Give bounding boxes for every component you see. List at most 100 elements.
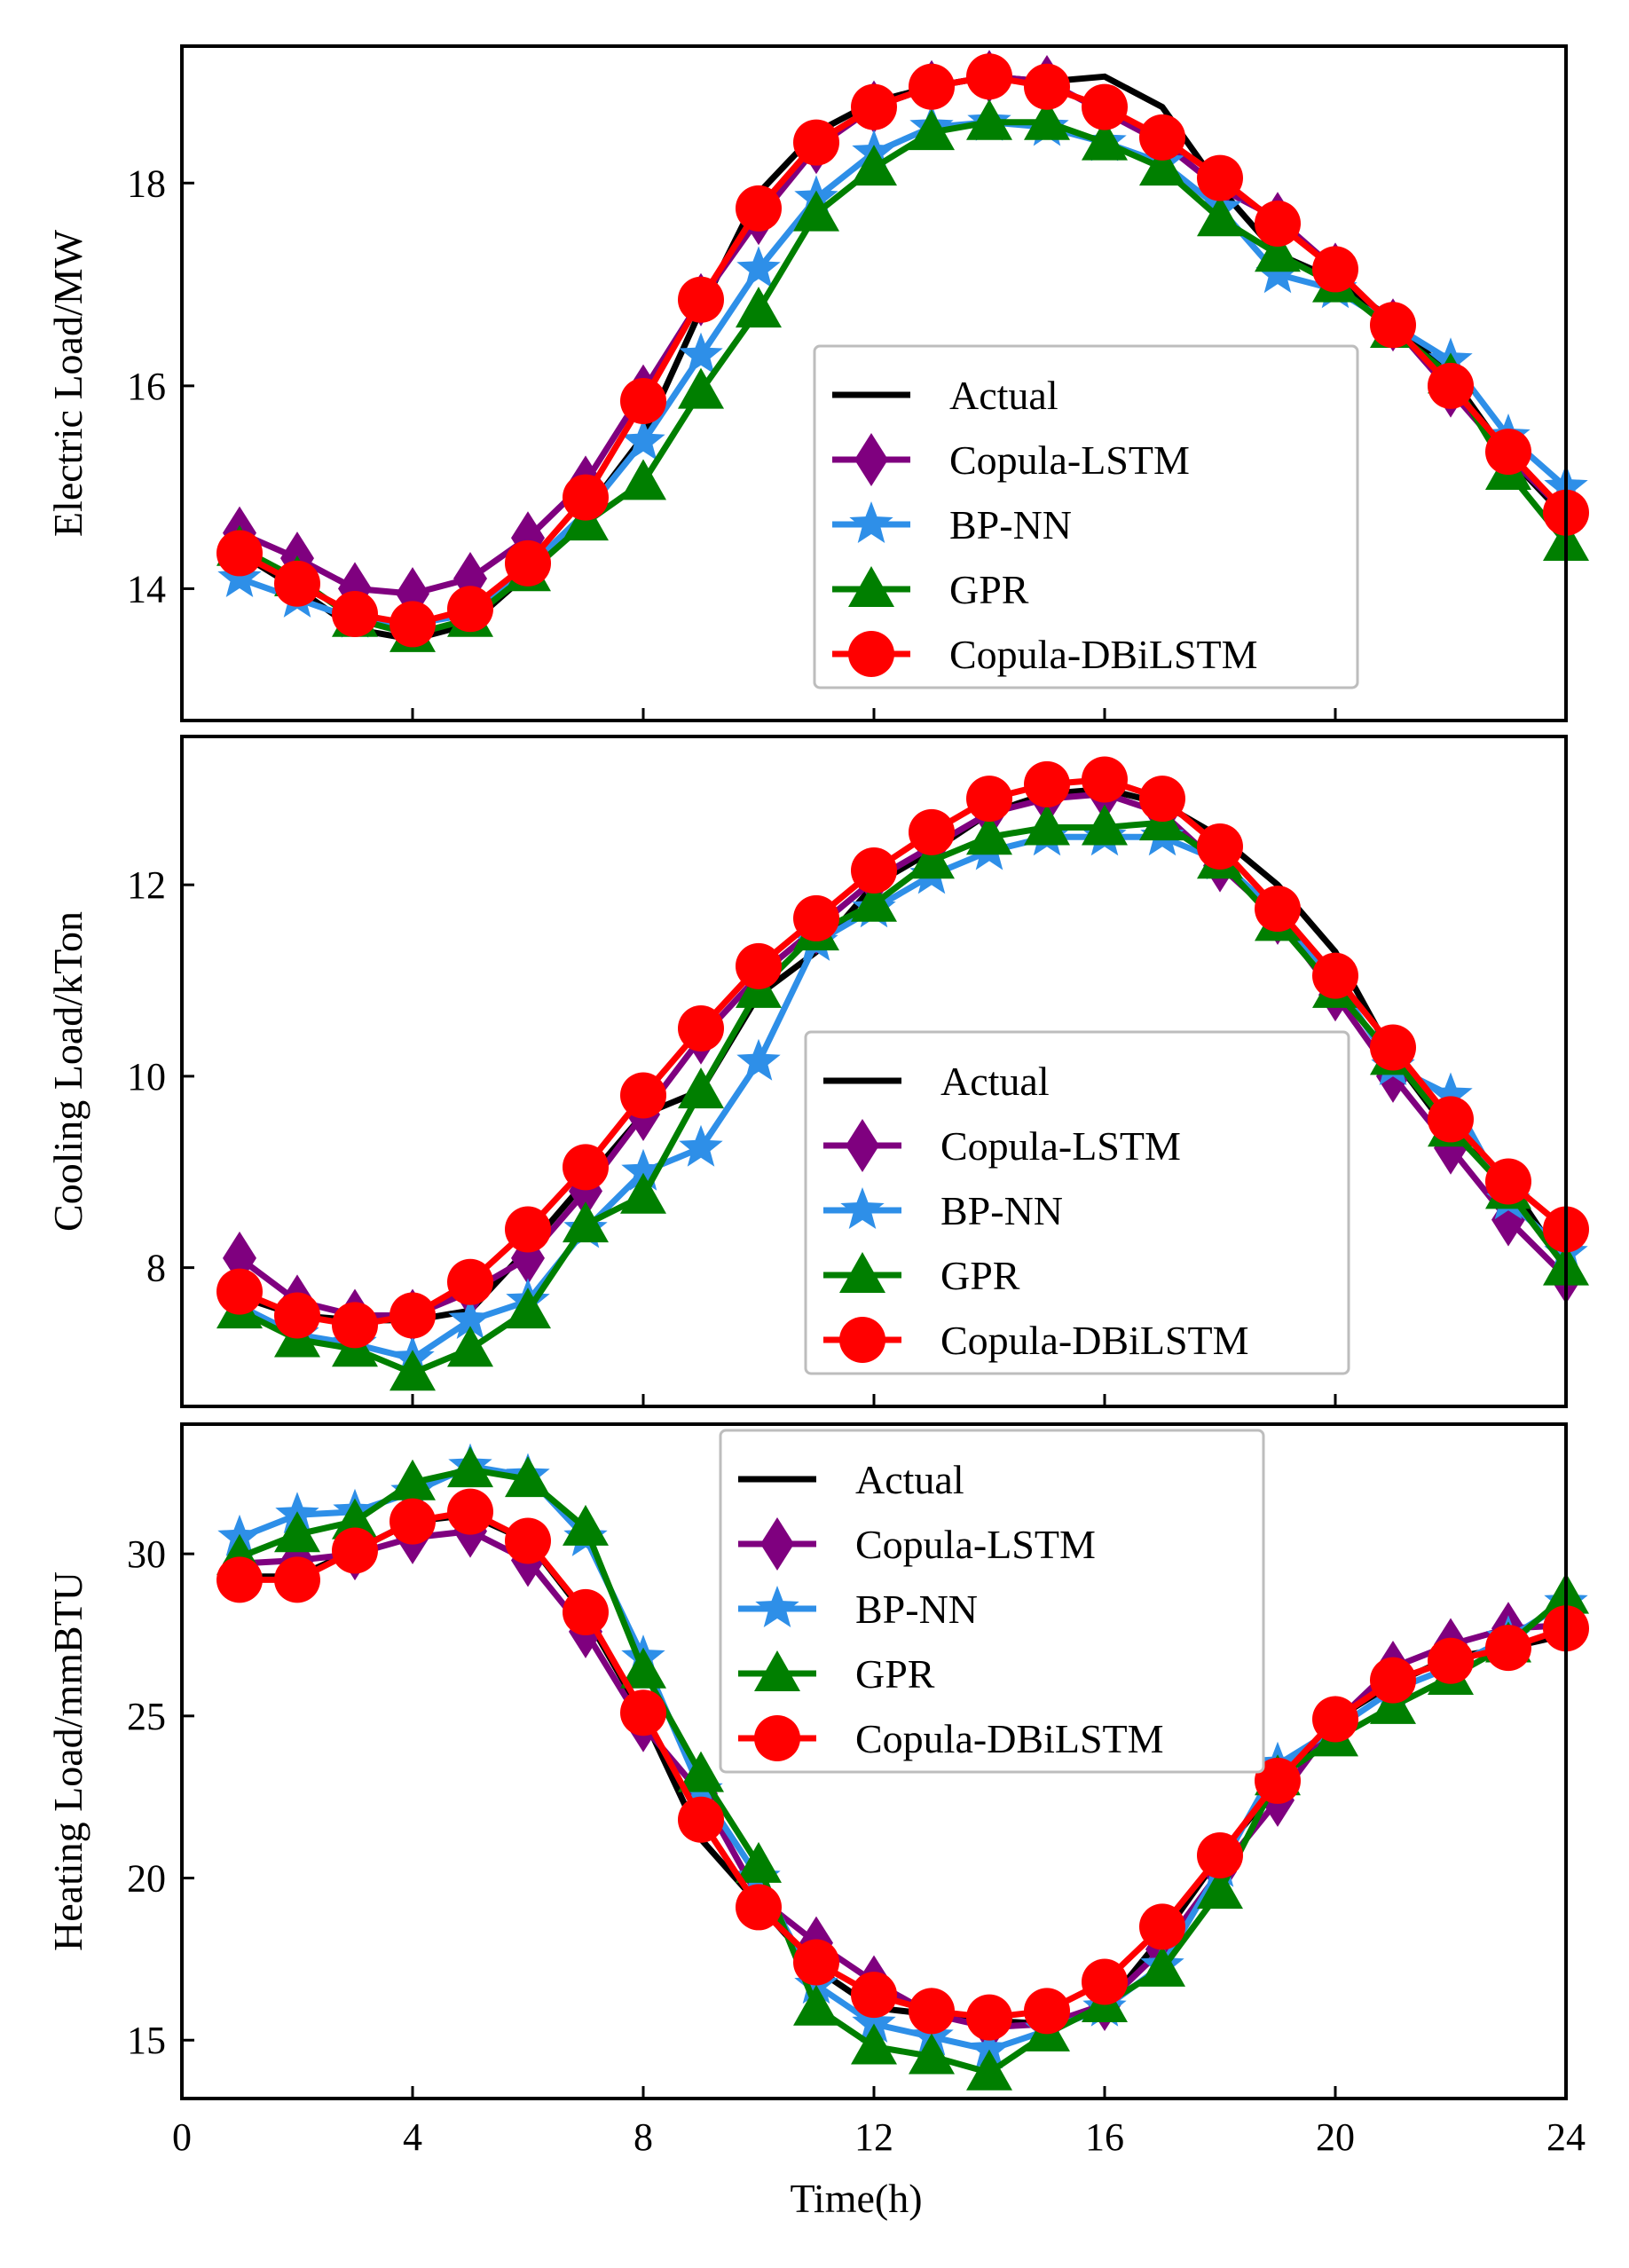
data-point (447, 1326, 493, 1367)
data-point (1312, 1696, 1358, 1743)
series-copula-dbilstm (216, 53, 1589, 648)
legend-entry-copula-dbilstm: Copula-DBiLSTM (832, 631, 1258, 677)
y-axis-label: Cooling Load/kTon (45, 911, 90, 1232)
data-point (1024, 804, 1070, 846)
data-point (851, 847, 897, 894)
x-axis-label: Time(h) (790, 2176, 922, 2221)
data-point (736, 1884, 782, 1931)
data-point (678, 367, 724, 409)
legend-entry-copula-dbilstm: Copula-DBiLSTM (823, 1317, 1249, 1363)
data-point (909, 2033, 955, 2075)
data-point (736, 942, 782, 989)
data-point (217, 555, 262, 597)
data-point (909, 838, 955, 879)
data-point (1255, 201, 1301, 247)
data-point (332, 1302, 378, 1349)
panel-2: 8 10 12 Cooling Load/kTon Actual Copula-LSTM B… (45, 735, 1589, 1408)
legend-label: BP-NN (855, 1587, 978, 1632)
legend-marker (848, 631, 894, 677)
x-tick-label: 24 (1546, 2115, 1586, 2159)
y-tick-label: 8 (146, 1247, 166, 1290)
data-point (1139, 1903, 1185, 1950)
legend: Actual Copula-LSTM BP-NN GPR Copula-DBiLSTM (719, 1429, 1265, 1774)
data-point (1082, 83, 1128, 130)
legend-marker (846, 1119, 879, 1172)
data-point (851, 145, 897, 186)
axes-frame (180, 1422, 1568, 2100)
data-point (793, 894, 839, 941)
legend-entry-copula-lstm: Copula-LSTM (823, 1119, 1181, 1172)
data-point (1197, 154, 1243, 201)
series-copula-dbilstm (216, 1488, 1589, 2041)
legend-entry-copula-lstm: Copula-LSTM (738, 1517, 1096, 1571)
data-point (448, 1296, 492, 1339)
legend-entry-bp-nn: BP-NN (823, 1187, 1063, 1233)
data-point (332, 591, 378, 637)
data-point (1485, 429, 1531, 476)
axes-frame (180, 735, 1568, 1408)
legend-entry-actual: Actual (832, 373, 1058, 418)
data-point (390, 1459, 436, 1500)
data-point (1312, 952, 1358, 999)
data-point (390, 1498, 436, 1545)
legend: Actual Copula-LSTM BP-NN GPR Copula-DBiLSTM (804, 1030, 1350, 1375)
data-point (563, 1201, 609, 1243)
legend-label: Actual (940, 1059, 1050, 1104)
data-point (563, 1504, 609, 1546)
data-point (909, 63, 955, 110)
panel-3: 0 4 8 12 16 20 24 15 20 25 30 Heating Load/mmBTU Tim… (45, 1422, 1589, 2221)
axes-frame (180, 44, 1568, 722)
legend-label: Copula-DBiLSTM (949, 632, 1258, 677)
data-point (1024, 760, 1070, 807)
legend-label: GPR (855, 1651, 935, 1697)
legend-marker (849, 501, 893, 543)
data-point (793, 1984, 839, 2026)
data-point (447, 1446, 493, 1488)
x-tick-label: 0 (172, 2115, 192, 2159)
data-point (274, 1292, 320, 1339)
data-point (1428, 1072, 1473, 1114)
data-point (736, 185, 782, 232)
legend-label: Actual (855, 1457, 964, 1502)
legend: Actual Copula-LSTM BP-NN GPR Copula-DBiLSTM (813, 344, 1359, 689)
data-point (793, 190, 839, 232)
data-point (563, 1588, 609, 1635)
x-tick-label: 20 (1316, 2115, 1355, 2159)
data-point (1197, 823, 1243, 870)
x-tick-label: 8 (634, 2115, 653, 2159)
data-point (505, 539, 551, 587)
data-point (851, 2023, 897, 2065)
data-point (1370, 1024, 1416, 1071)
data-point (678, 276, 724, 323)
data-point (678, 1751, 724, 1792)
data-point (1139, 776, 1185, 823)
data-point (1139, 1945, 1185, 1987)
data-point (1082, 804, 1128, 846)
x-tick-label: 12 (854, 2115, 893, 2159)
data-point (1139, 145, 1185, 186)
panel-1: 14 16 18 Electric Load/MW Actual Copula-LSTM B… (45, 44, 1589, 722)
data-point (274, 1511, 320, 1553)
data-point (274, 560, 320, 607)
y-tick-label: 18 (127, 161, 166, 205)
legend-marker (848, 566, 894, 607)
legend-entry-actual: Actual (823, 1059, 1050, 1104)
data-point (390, 1292, 436, 1339)
data-point (1139, 114, 1185, 161)
data-point (679, 332, 723, 374)
data-point (909, 109, 955, 151)
chart-panels: 14 16 18 Electric Load/MW Actual Copula-LSTM B… (45, 44, 1589, 2221)
data-point (620, 1072, 666, 1119)
legend-entry-bp-nn: BP-NN (738, 1586, 978, 1632)
data-point (793, 119, 839, 166)
data-point (851, 880, 897, 922)
data-point (1485, 1625, 1531, 1672)
data-point (1370, 1682, 1416, 1724)
data-point (332, 1527, 378, 1574)
y-tick-label: 15 (127, 2019, 166, 2062)
data-point (678, 1004, 724, 1051)
data-point (621, 418, 665, 461)
data-point (736, 1841, 782, 1883)
data-point (505, 1288, 551, 1329)
